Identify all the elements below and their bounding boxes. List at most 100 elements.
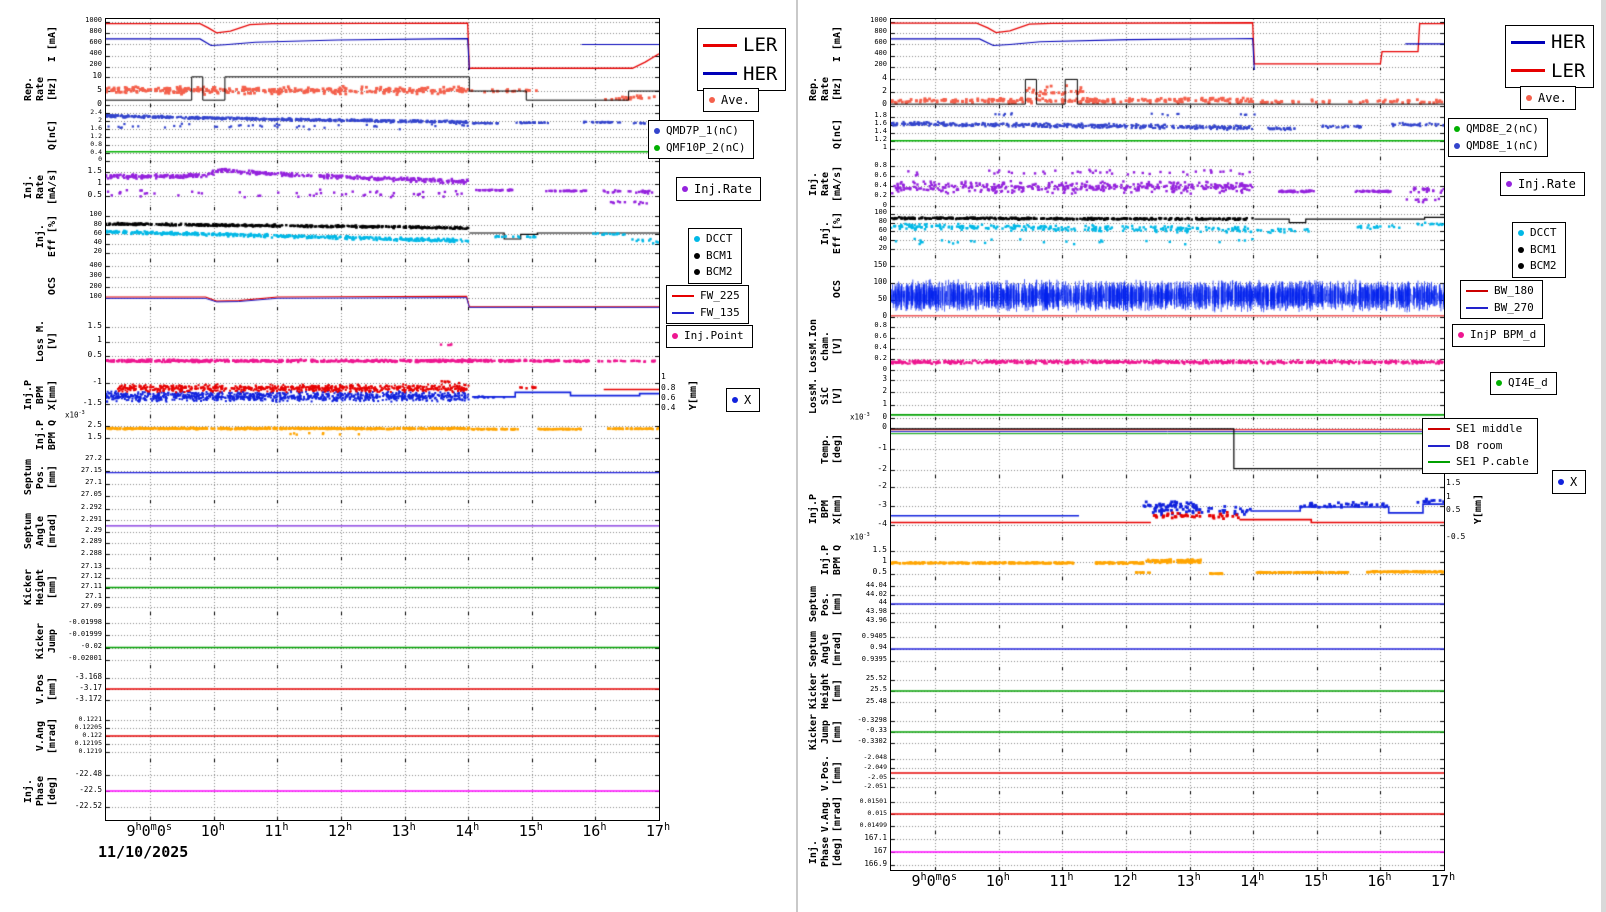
strip-injrate xyxy=(890,160,1445,209)
y-tick: 0.6 xyxy=(874,170,887,179)
strip-kickheight-plot xyxy=(106,560,659,615)
legend-label: LER xyxy=(743,34,778,56)
axis-label-text: Inj.P BPM Q xyxy=(820,544,843,576)
legend-1-2: QMD8E_2(nC) QMD8E_1(nC) xyxy=(1448,118,1548,157)
dot-marker-icon xyxy=(654,144,660,151)
axis-label-text: Loss M. [V] xyxy=(35,319,58,363)
y-tick: 2.289 xyxy=(80,537,102,546)
legend-label: Inj.Point xyxy=(684,329,744,342)
legend-entry: QI4E_d xyxy=(1496,375,1548,392)
dot-marker-icon xyxy=(709,97,715,103)
strip-injrate-plot xyxy=(106,163,659,210)
y-tick: 0.8 xyxy=(874,321,887,330)
legend-0-6: Inj.Point xyxy=(666,325,753,348)
axis-label-text: Inj.P BPM X[mm] xyxy=(23,379,58,411)
line-marker-icon xyxy=(1511,40,1545,44)
y-tick: 80 xyxy=(93,219,102,228)
legend-entry: Inj.Rate xyxy=(1506,175,1576,193)
dot-marker-icon xyxy=(694,252,700,259)
legend-entry: BW_270 xyxy=(1466,300,1534,317)
line-marker-icon xyxy=(1511,69,1545,73)
dot-marker-icon xyxy=(1518,246,1524,253)
axis-label-current: I [mA] xyxy=(10,18,59,70)
y-tick: 27.2 xyxy=(85,453,102,462)
strip-injrate xyxy=(105,163,660,211)
strip-lossm-plot xyxy=(106,310,659,372)
y-tick: 1.5 xyxy=(87,165,102,175)
y-tick: 0 xyxy=(882,411,887,421)
axis-label-text: Q[nC] xyxy=(832,118,843,150)
axis-label-injrate: Inj. Rate [mA/s] xyxy=(10,163,59,210)
y-tick: 1.4 xyxy=(874,127,887,136)
strip-current xyxy=(105,18,660,72)
legend-entry: BW_180 xyxy=(1466,283,1534,300)
y-tick: 27.15 xyxy=(80,465,102,474)
y-tick: 0.01499 xyxy=(859,820,887,829)
axis-label-text: Inj. Rate [mA/s] xyxy=(808,165,843,203)
axis-label-current: I [mA] xyxy=(806,18,844,70)
axis-label-vpos: V.Pos. [mm] xyxy=(806,752,844,794)
legend-entry: Inj.Rate xyxy=(682,180,752,198)
y-tick: 27.12 xyxy=(80,572,102,581)
legend-entry: QMD8E_1(nC) xyxy=(1454,138,1539,155)
x-tick-label: 9h0m0s xyxy=(911,872,957,890)
legend-label: Inj.Rate xyxy=(694,182,752,196)
axis-label-text: Q[nC] xyxy=(47,119,58,151)
axis-label-text: Temp. [deg] xyxy=(820,433,843,465)
strip-bpmx xyxy=(105,372,660,419)
legend-label: DCCT xyxy=(706,232,733,245)
y-tick: 20 xyxy=(878,243,887,252)
strip-current-plot xyxy=(891,19,1444,71)
legend-entry: X xyxy=(732,391,751,409)
y-tick: 44.04 xyxy=(865,580,887,589)
strip-phase-plot xyxy=(106,762,659,820)
x-tick-label: 14h xyxy=(455,822,480,840)
legend-entry: SE1 middle xyxy=(1428,421,1529,438)
axis-label-right-text: Y[mm] xyxy=(688,379,699,411)
legend-0-5: FW_225 FW_135 xyxy=(666,285,749,324)
axis-label-text: Inj. Eff [%] xyxy=(35,214,58,258)
line-marker-icon xyxy=(1428,428,1450,431)
strip-kickjump-plot xyxy=(891,712,1444,752)
dot-marker-icon xyxy=(654,128,660,135)
strip-vang xyxy=(105,710,660,763)
y-tick: 3 xyxy=(882,373,887,383)
y-tick: 1.5 xyxy=(87,432,102,442)
y-tick: -0.33 xyxy=(865,726,887,735)
y-tick: 0 xyxy=(882,422,887,432)
y-tick: -2 xyxy=(877,480,887,490)
strip-charge-plot xyxy=(106,107,659,163)
y-tick: -3.17 xyxy=(79,683,102,693)
y-tick: -0.01999 xyxy=(68,629,102,638)
y-tick: -22.5 xyxy=(79,785,102,795)
y-tick-right: 1.5 xyxy=(1446,478,1461,488)
legend-label: QMF10P_2(nC) xyxy=(666,140,746,154)
y-tick: 600 xyxy=(89,37,102,46)
dot-marker-icon xyxy=(1526,95,1532,101)
y-tick: 27.05 xyxy=(80,490,102,499)
strip-septpos xyxy=(105,452,660,504)
y-tick: -2.051 xyxy=(863,782,887,791)
strip-injeff-plot xyxy=(106,210,659,262)
y-tick: 1.5 xyxy=(872,544,887,554)
axis-label-reprate: Rep. Rate [Hz] xyxy=(10,70,59,107)
y-tick: -1 xyxy=(92,377,102,387)
panel-left: 11/10/2025 I [mA] 1000 800 600 400 200 Rep. Ra… xyxy=(0,0,795,912)
y-tick: 0.5 xyxy=(87,190,102,200)
strip-vang-plot xyxy=(891,794,1444,834)
axis-label-right-text: Y[mm] xyxy=(1473,493,1484,525)
y-tick: 1 xyxy=(97,335,102,345)
y-tick: 2.292 xyxy=(80,503,102,512)
legend-entry: FW_135 xyxy=(672,305,740,322)
legend-label: X xyxy=(744,393,752,407)
legend-1-9: X xyxy=(1552,470,1587,494)
y-tick: 2.4 xyxy=(90,108,102,117)
legend-0-7: X xyxy=(726,388,761,412)
axis-label-phase: Inj. Phase [deg] xyxy=(10,762,59,820)
strip-vpos xyxy=(890,752,1445,795)
strip-lossm xyxy=(105,310,660,373)
y-tick: 400 xyxy=(89,260,102,269)
x-tick-label: 10h xyxy=(200,822,225,840)
legend-1-5: BW_180 BW_270 xyxy=(1460,280,1543,319)
y-tick: 2.29 xyxy=(85,525,102,534)
